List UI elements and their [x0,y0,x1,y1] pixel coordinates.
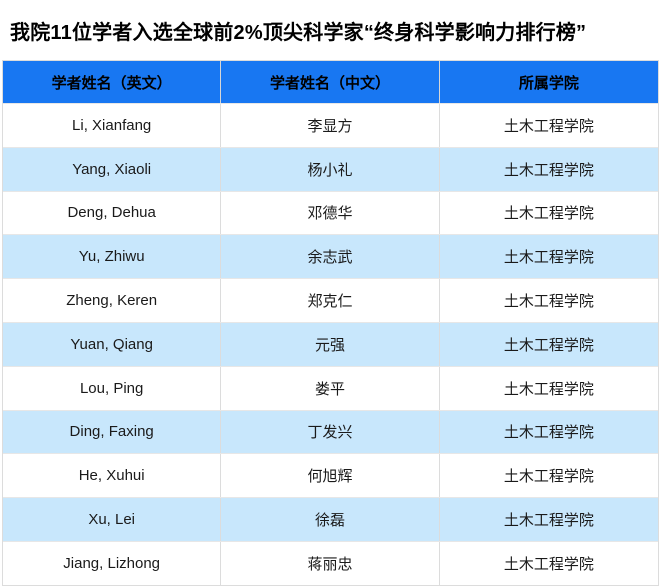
cell-name-zh: 娄平 [221,366,440,410]
cell-college: 土木工程学院 [503,424,594,442]
cell-name-zh: 何旭辉 [221,454,440,498]
cell-college: 土木工程学院 [503,161,594,179]
cell-college: 土木工程学院 [503,117,594,135]
table-header-row: 学者姓名（英文） 学者姓名（中文） 所属学院 [3,61,658,103]
cell-name-zh: 邓德华 [221,191,440,235]
table-row: Zheng, Keren 郑克仁 土木工程学院 [3,278,658,322]
table-row: He, Xuhui 何旭辉 土木工程学院 [3,453,658,498]
cell-name-en: Zheng, Keren [3,279,222,322]
cell-name-en: Jiang, Lizhong [3,541,222,585]
cell-college: 土木工程学院 [503,555,594,573]
table-body: Li, Xianfang 李显方 土木工程学院 Yang, Xiaoli 杨小礼 土木工程… [3,103,658,585]
table-row: Yang, Xiaoli 杨小礼 土木工程学院 [3,146,658,191]
table-row: Deng, Dehua 邓德华 土木工程学院 [3,190,658,235]
cell-college: 土木工程学院 [503,512,594,530]
cell-name-zh: 元强 [221,322,440,366]
cell-name-en: Deng, Dehua [3,191,222,235]
cell-name-en: He, Xuhui [3,454,222,498]
cell-name-zh: 李显方 [221,104,440,147]
scholars-table: 学者姓名（英文） 学者姓名（中文） 所属学院 Li, Xianfang 李显方土木… [2,60,659,586]
cell-name-zh: 杨小礼 [221,147,440,191]
column-header-college: 所属学院 [518,74,579,92]
table-row: Lou, Ping 娄平 土木工程学院 [3,365,658,410]
cell-name-en: Yu, Zhiwu [3,235,222,279]
cell-name-en: Yuan, Qiang [3,322,222,366]
cell-name-zh: 徐磊 [221,498,440,541]
table-row: Li, Xianfang 李显方 土木工程学院 [3,103,658,147]
table-row: Ding, Faxing 丁发兴 土木工程学院 [3,409,658,454]
table-row: Yu, Zhiwu 余志武 土木工程学院 [3,234,658,279]
cell-college: 土木工程学院 [503,380,594,398]
cell-name-en: Ding, Faxing [3,410,222,454]
cell-name-en: Lou, Ping [3,366,222,410]
cell-name-zh: 蒋丽忠 [221,541,440,585]
cell-college: 土木工程学院 [503,205,594,223]
cell-college: 土木工程学院 [503,468,594,486]
cell-college: 土木工程学院 [503,293,594,311]
cell-college: 土木工程学院 [503,336,594,354]
page-title: 我院11位学者入选全球前2%顶尖科学家“终身科学影响力排行榜” [10,21,587,44]
table-row: Xu, Lei 徐磊 土木工程学院 [3,497,658,541]
cell-name-zh: 余志武 [221,235,440,279]
cell-name-en: Xu, Lei [3,498,222,541]
column-header-name-zh: 学者姓名（中文） [221,61,440,103]
cell-name-en: Li, Xianfang [3,104,222,147]
table-row: Yuan, Qiang 元强 土木工程学院 [3,321,658,366]
cell-name-en: Yang, Xiaoli [3,147,222,191]
cell-name-zh: 郑克仁 [221,279,440,322]
cell-college: 土木工程学院 [503,249,594,267]
table-row: Jiang, Lizhong 蒋丽忠 土木工程学院 [3,540,658,585]
column-header-name-en: 学者姓名（英文） [3,61,222,103]
cell-name-zh: 丁发兴 [221,410,440,454]
